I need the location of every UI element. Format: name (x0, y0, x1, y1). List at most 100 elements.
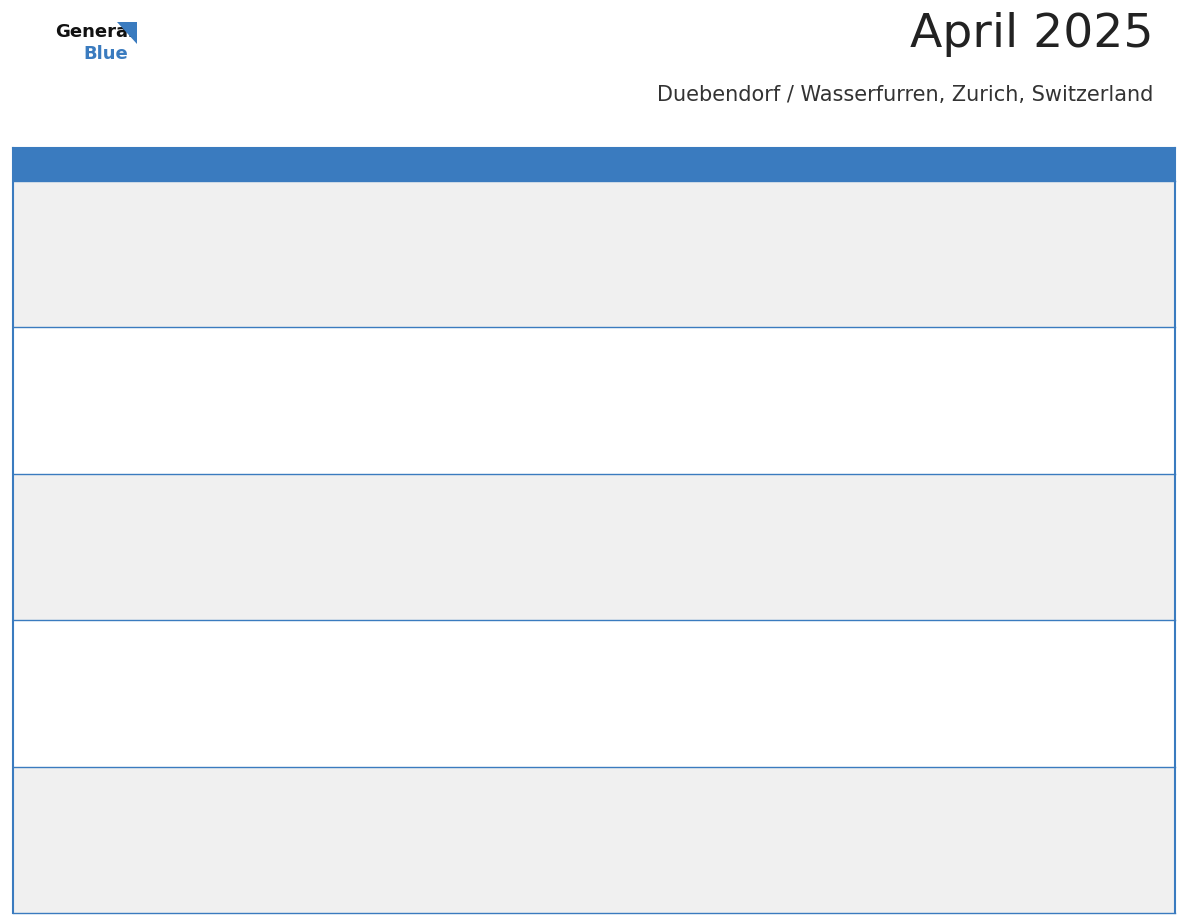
Text: April 2025: April 2025 (910, 12, 1154, 57)
Text: Daylight: 13 hours: Daylight: 13 hours (519, 565, 618, 575)
Text: Sunrise: 6:39 AM: Sunrise: 6:39 AM (188, 513, 277, 523)
Text: Sunset: 7:59 PM: Sunset: 7:59 PM (1017, 246, 1102, 256)
Text: 11: 11 (852, 336, 870, 352)
Text: 23: 23 (519, 629, 538, 644)
Text: Sunrise: 6:19 AM: Sunrise: 6:19 AM (852, 660, 941, 670)
Text: 9: 9 (519, 336, 529, 352)
Text: and 30 minutes.: and 30 minutes. (21, 590, 108, 600)
Text: Daylight: 13 hours: Daylight: 13 hours (1017, 419, 1116, 428)
Text: Sunrise: 6:50 AM: Sunrise: 6:50 AM (353, 367, 443, 377)
Text: Daylight: 13 hours: Daylight: 13 hours (188, 711, 285, 721)
Text: 25: 25 (852, 629, 870, 644)
Text: Sunset: 8:12 PM: Sunset: 8:12 PM (188, 539, 273, 549)
Text: Sunrise: 6:14 AM: Sunrise: 6:14 AM (188, 806, 277, 816)
Text: 16: 16 (519, 483, 538, 498)
Text: and 23 minutes.: and 23 minutes. (852, 443, 937, 453)
Text: Tuesday: Tuesday (355, 157, 415, 172)
Text: Daylight: 13 hours: Daylight: 13 hours (1017, 272, 1116, 282)
Text: and 16 minutes.: and 16 minutes. (519, 443, 606, 453)
Text: Sunset: 8:04 PM: Sunset: 8:04 PM (353, 393, 440, 403)
Text: and 14 minutes.: and 14 minutes. (21, 883, 108, 893)
Text: and 52 minutes.: and 52 minutes. (21, 736, 108, 746)
Text: and 46 minutes.: and 46 minutes. (852, 590, 937, 600)
Text: and 43 minutes.: and 43 minutes. (685, 590, 772, 600)
Text: Sunrise: 6:54 AM: Sunrise: 6:54 AM (21, 367, 110, 377)
Text: Sunrise: 6:35 AM: Sunrise: 6:35 AM (519, 513, 609, 523)
Text: Sunrise: 7:00 AM: Sunrise: 7:00 AM (685, 220, 776, 230)
Text: and 21 minutes.: and 21 minutes. (353, 883, 440, 893)
Text: Sunrise: 6:20 AM: Sunrise: 6:20 AM (685, 660, 775, 670)
Text: and 13 minutes.: and 13 minutes. (353, 443, 440, 453)
Text: Saturday: Saturday (1019, 157, 1085, 172)
Text: Sunset: 7:58 PM: Sunset: 7:58 PM (852, 246, 937, 256)
Text: Friday: Friday (853, 157, 897, 172)
Text: Sunset: 8:15 PM: Sunset: 8:15 PM (519, 539, 605, 549)
Text: Daylight: 14 hours: Daylight: 14 hours (21, 857, 120, 868)
Text: Daylight: 13 hours: Daylight: 13 hours (852, 565, 949, 575)
Text: Sunrise: 6:10 AM: Sunrise: 6:10 AM (519, 806, 609, 816)
Text: Sunset: 8:34 PM: Sunset: 8:34 PM (519, 832, 606, 842)
Text: Daylight: 12 hours: Daylight: 12 hours (353, 272, 451, 282)
Text: Daylight: 14 hours: Daylight: 14 hours (1017, 711, 1116, 721)
Text: Sunrise: 6:58 AM: Sunrise: 6:58 AM (852, 220, 941, 230)
Text: Daylight: 13 hours: Daylight: 13 hours (685, 419, 784, 428)
Text: Daylight: 14 hours: Daylight: 14 hours (188, 857, 285, 868)
Text: and 18 minutes.: and 18 minutes. (188, 883, 274, 893)
Text: and 24 minutes.: and 24 minutes. (519, 883, 606, 893)
Text: 3: 3 (685, 190, 695, 205)
Text: 2: 2 (519, 190, 529, 205)
Text: Sunrise: 6:12 AM: Sunrise: 6:12 AM (353, 806, 443, 816)
Text: Sunset: 8:25 PM: Sunset: 8:25 PM (519, 686, 605, 695)
Text: Sunrise: 6:44 AM: Sunrise: 6:44 AM (852, 367, 941, 377)
Text: Blue: Blue (83, 45, 128, 63)
Text: Sunset: 8:11 PM: Sunset: 8:11 PM (21, 539, 107, 549)
Text: Daylight: 13 hours: Daylight: 13 hours (188, 565, 285, 575)
Text: Sunrise: 6:37 AM: Sunrise: 6:37 AM (353, 513, 443, 523)
Text: and 3 minutes.: and 3 minutes. (1017, 297, 1098, 308)
Text: Wednesday: Wednesday (522, 157, 606, 172)
Text: Sunrise: 6:26 AM: Sunrise: 6:26 AM (188, 660, 277, 670)
Text: and 5 minutes.: and 5 minutes. (685, 736, 765, 746)
Text: Sunset: 8:27 PM: Sunset: 8:27 PM (852, 686, 937, 695)
Text: Sunset: 8:13 PM: Sunset: 8:13 PM (353, 539, 440, 549)
Text: Sunset: 8:05 PM: Sunset: 8:05 PM (519, 393, 606, 403)
Text: 1: 1 (353, 190, 362, 205)
Text: Daylight: 12 hours: Daylight: 12 hours (685, 272, 783, 282)
Text: Sunset: 8:01 PM: Sunset: 8:01 PM (21, 393, 107, 403)
Text: Sunset: 7:54 PM: Sunset: 7:54 PM (353, 246, 440, 256)
Text: Daylight: 14 hours: Daylight: 14 hours (685, 711, 783, 721)
Text: Daylight: 13 hours: Daylight: 13 hours (685, 565, 784, 575)
Text: and 39 minutes.: and 39 minutes. (519, 590, 606, 600)
Text: Sunrise: 6:15 AM: Sunrise: 6:15 AM (21, 806, 110, 816)
Text: Sunday: Sunday (23, 157, 78, 172)
Text: Sunrise: 6:33 AM: Sunrise: 6:33 AM (685, 513, 776, 523)
Text: Sunrise: 7:04 AM: Sunrise: 7:04 AM (353, 220, 443, 230)
Text: Sunset: 8:22 PM: Sunset: 8:22 PM (188, 686, 273, 695)
Text: 5: 5 (1017, 190, 1026, 205)
Text: General: General (55, 23, 134, 41)
Text: Sunrise: 6:31 AM: Sunrise: 6:31 AM (852, 513, 941, 523)
Text: 8: 8 (353, 336, 362, 352)
Text: and 56 minutes.: and 56 minutes. (188, 736, 273, 746)
Text: and 20 minutes.: and 20 minutes. (685, 443, 772, 453)
Text: and 49 minutes.: and 49 minutes. (353, 297, 440, 308)
Text: Sunset: 8:26 PM: Sunset: 8:26 PM (685, 686, 771, 695)
Text: 20: 20 (21, 629, 40, 644)
Text: and 9 minutes.: and 9 minutes. (188, 443, 267, 453)
Text: Sunset: 8:02 PM: Sunset: 8:02 PM (188, 393, 273, 403)
Text: Sunrise: 6:46 AM: Sunrise: 6:46 AM (685, 367, 775, 377)
Text: Daylight: 13 hours: Daylight: 13 hours (21, 419, 120, 428)
Text: Sunset: 8:18 PM: Sunset: 8:18 PM (852, 539, 937, 549)
Text: 6: 6 (21, 336, 31, 352)
Text: and 53 minutes.: and 53 minutes. (519, 297, 606, 308)
Text: 17: 17 (685, 483, 704, 498)
Text: 7: 7 (188, 336, 197, 352)
Text: and 8 minutes.: and 8 minutes. (852, 736, 931, 746)
Text: 4: 4 (852, 190, 860, 205)
Text: Daylight: 13 hours: Daylight: 13 hours (353, 565, 451, 575)
Text: 27: 27 (21, 776, 40, 790)
Text: 26: 26 (1017, 629, 1036, 644)
Text: Sunset: 7:55 PM: Sunset: 7:55 PM (519, 246, 605, 256)
Text: 30: 30 (519, 776, 538, 790)
Text: 19: 19 (1017, 483, 1036, 498)
